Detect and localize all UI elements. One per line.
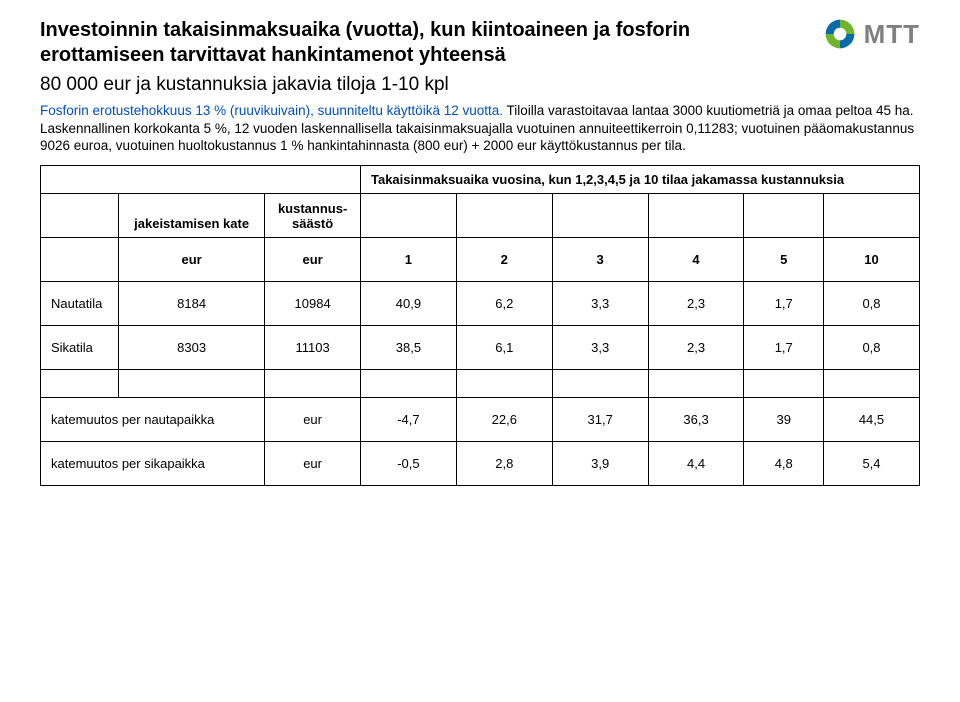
page-subtitle: 80 000 eur ja kustannuksia jakavia tiloj… bbox=[40, 74, 920, 96]
table-unit-row: eur eur 1 2 3 4 5 10 bbox=[41, 237, 920, 281]
table-row: Sikatila 8303 11103 38,5 6,1 3,3 2,3 1,7… bbox=[41, 325, 920, 369]
table-footer-row: katemuutos per nautapaikka eur -4,7 22,6… bbox=[41, 397, 920, 441]
table-footer-row: katemuutos per sikapaikka eur -0,5 2,8 3… bbox=[41, 441, 920, 485]
logo-icon bbox=[822, 16, 858, 52]
brand-logo: MTT bbox=[822, 16, 920, 52]
logo-text: MTT bbox=[864, 19, 920, 50]
table-spacer bbox=[41, 369, 920, 397]
table-row: Nautatila 8184 10984 40,9 6,2 3,3 2,3 1,… bbox=[41, 281, 920, 325]
desc-highlight: Fosforin erotustehokkuus 13 % (ruuvikuiv… bbox=[40, 103, 503, 118]
payback-table: Takaisinmaksuaika vuosina, kun 1,2,3,4,5… bbox=[40, 165, 920, 486]
page-title: Investoinnin takaisinmaksuaika (vuotta),… bbox=[40, 18, 780, 68]
description: Fosforin erotustehokkuus 13 % (ruuvikuiv… bbox=[40, 102, 920, 155]
table-span-header: Takaisinmaksuaika vuosina, kun 1,2,3,4,5… bbox=[41, 165, 920, 193]
table-col-labels: jakeistamisen kate kustannus-säästö bbox=[41, 193, 920, 237]
